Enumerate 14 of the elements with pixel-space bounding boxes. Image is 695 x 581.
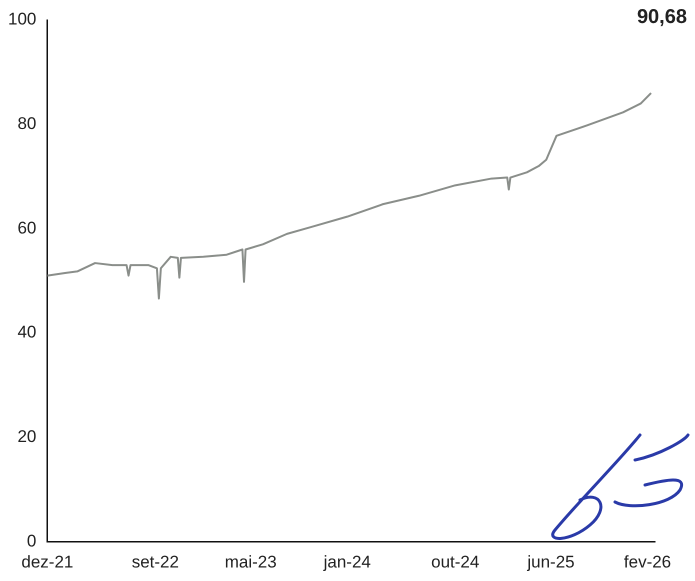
y-tick-label: 100 bbox=[8, 10, 36, 29]
y-tick-label: 0 bbox=[26, 531, 36, 550]
x-tick-label: fev-26 bbox=[624, 552, 672, 572]
x-tick-label: out-24 bbox=[431, 552, 480, 572]
x-tick-label: jan-24 bbox=[322, 552, 371, 572]
y-tick-label: 80 bbox=[17, 114, 36, 134]
y-tick-label: 40 bbox=[17, 322, 36, 342]
x-tick-label: jun-25 bbox=[526, 552, 575, 572]
x-tick-label: set-22 bbox=[132, 552, 179, 572]
x-tick-label: dez-21 bbox=[21, 552, 74, 572]
y-tick-label: 60 bbox=[17, 218, 36, 238]
annotation: 90,68 bbox=[636, 6, 687, 29]
x-tick-label: mai-23 bbox=[224, 552, 277, 572]
y-tick-label: 20 bbox=[17, 426, 36, 446]
